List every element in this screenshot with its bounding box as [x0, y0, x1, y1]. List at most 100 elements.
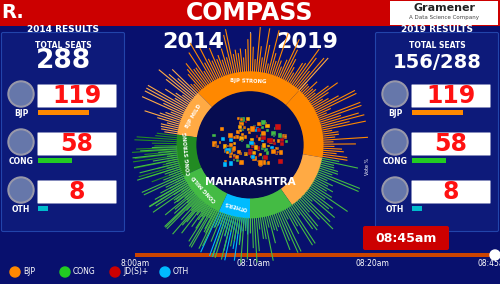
- Bar: [258, 154, 260, 157]
- FancyBboxPatch shape: [412, 85, 490, 108]
- Bar: [284, 135, 286, 138]
- Bar: [249, 141, 254, 145]
- Bar: [248, 151, 252, 155]
- Bar: [231, 148, 235, 152]
- Bar: [236, 159, 238, 162]
- Bar: [254, 127, 259, 132]
- Bar: [280, 142, 284, 146]
- Text: BJP: BJP: [14, 110, 28, 118]
- Bar: [226, 145, 229, 147]
- Bar: [270, 139, 274, 144]
- Bar: [0, 0, 500, 26]
- Bar: [229, 138, 234, 142]
- Bar: [250, 126, 256, 132]
- Bar: [251, 142, 255, 146]
- Circle shape: [384, 131, 406, 153]
- Text: 58: 58: [434, 132, 468, 156]
- Wedge shape: [177, 93, 212, 137]
- Bar: [261, 120, 266, 125]
- Bar: [266, 129, 269, 132]
- Bar: [223, 144, 228, 149]
- Text: CONG: CONG: [73, 268, 96, 277]
- Bar: [244, 153, 248, 156]
- Bar: [252, 143, 255, 146]
- Bar: [253, 156, 256, 158]
- Bar: [228, 151, 233, 155]
- Text: 2014: 2014: [162, 32, 224, 52]
- Text: 288: 288: [36, 48, 90, 74]
- Circle shape: [382, 129, 408, 155]
- Bar: [277, 139, 281, 143]
- Text: OTH: OTH: [173, 268, 189, 277]
- Text: 8: 8: [69, 180, 85, 204]
- Bar: [276, 124, 280, 130]
- Bar: [276, 147, 280, 150]
- Text: TOTAL SEATS: TOTAL SEATS: [408, 41, 466, 51]
- Bar: [224, 160, 228, 163]
- FancyBboxPatch shape: [38, 133, 117, 156]
- Bar: [260, 139, 264, 143]
- Bar: [274, 152, 278, 155]
- Bar: [38, 110, 89, 115]
- Bar: [239, 136, 244, 141]
- Bar: [261, 126, 264, 129]
- Bar: [246, 128, 250, 131]
- Text: 119: 119: [426, 84, 476, 108]
- Bar: [244, 121, 248, 124]
- Bar: [277, 151, 280, 153]
- Text: R.: R.: [2, 3, 24, 22]
- Text: Gramener: Gramener: [413, 3, 475, 13]
- Bar: [244, 152, 246, 154]
- Bar: [252, 151, 256, 155]
- Bar: [270, 146, 274, 149]
- Text: Vote %: Vote %: [365, 158, 370, 176]
- Text: 2019 RESULTS: 2019 RESULTS: [401, 24, 473, 34]
- Bar: [246, 145, 250, 148]
- Bar: [212, 134, 216, 137]
- Bar: [223, 163, 227, 166]
- Bar: [280, 138, 283, 142]
- Circle shape: [382, 81, 408, 107]
- Bar: [135, 253, 495, 257]
- Bar: [262, 136, 266, 140]
- Circle shape: [110, 267, 120, 277]
- Bar: [248, 149, 253, 155]
- Circle shape: [8, 177, 34, 203]
- Bar: [412, 206, 422, 211]
- Text: 119: 119: [52, 84, 102, 108]
- FancyBboxPatch shape: [412, 181, 490, 204]
- Bar: [218, 141, 222, 144]
- Circle shape: [160, 267, 170, 277]
- Text: CONG: CONG: [8, 158, 34, 166]
- Bar: [264, 122, 266, 126]
- Wedge shape: [219, 193, 250, 218]
- Text: 08:45am: 08:45am: [376, 231, 436, 245]
- Bar: [234, 135, 238, 139]
- Bar: [233, 136, 236, 139]
- Bar: [267, 145, 270, 147]
- Bar: [262, 143, 266, 148]
- Bar: [412, 158, 446, 163]
- Bar: [233, 154, 236, 157]
- Bar: [275, 151, 278, 154]
- Bar: [250, 138, 254, 142]
- Text: COMPASS: COMPASS: [186, 1, 314, 25]
- Text: JD(S)+: JD(S)+: [123, 268, 148, 277]
- Bar: [240, 117, 244, 122]
- Text: OTH: OTH: [386, 206, 404, 214]
- Text: A Data Science Company: A Data Science Company: [409, 16, 479, 20]
- Bar: [232, 155, 236, 159]
- Bar: [254, 145, 258, 150]
- Bar: [242, 128, 244, 131]
- Text: CONG STRONG: CONG STRONG: [183, 132, 192, 176]
- FancyBboxPatch shape: [38, 85, 117, 108]
- Bar: [264, 148, 268, 151]
- Text: 156/288: 156/288: [392, 53, 482, 72]
- Bar: [239, 160, 244, 165]
- Bar: [260, 145, 264, 149]
- Bar: [220, 127, 224, 131]
- Bar: [38, 206, 48, 211]
- Wedge shape: [176, 135, 202, 176]
- Bar: [254, 125, 256, 127]
- Bar: [259, 153, 262, 156]
